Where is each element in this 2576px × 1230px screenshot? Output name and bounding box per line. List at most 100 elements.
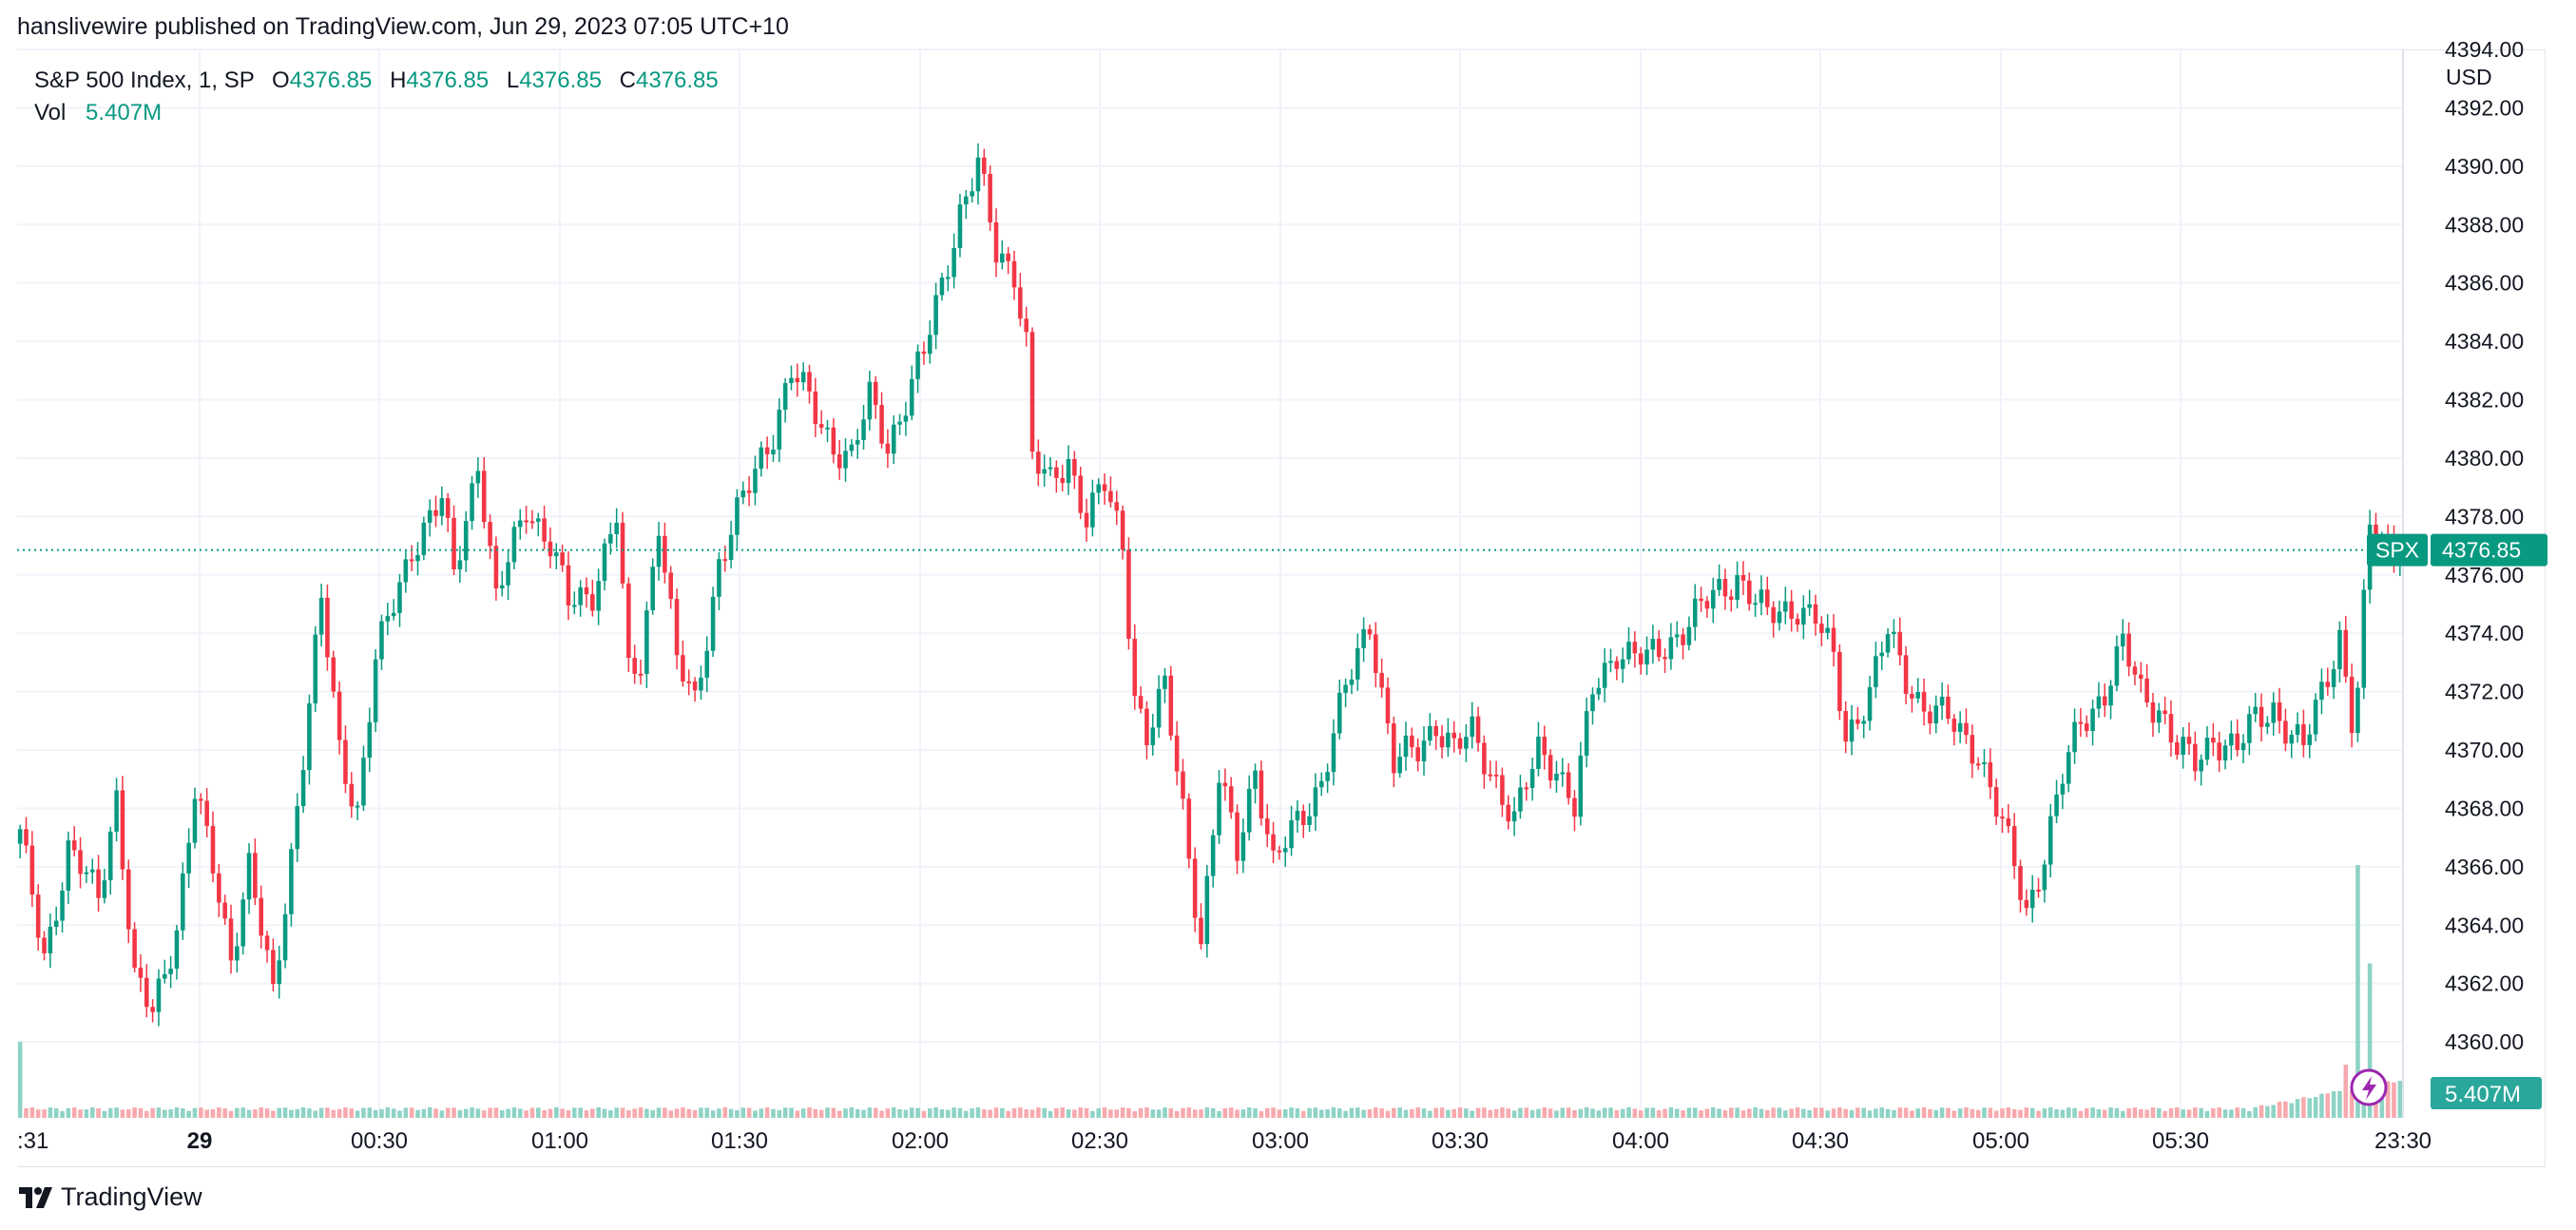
candle-body xyxy=(1102,484,1107,491)
volume-bar xyxy=(2096,1109,2102,1118)
volume-bar xyxy=(439,1110,445,1118)
candle xyxy=(777,397,782,463)
candle-body xyxy=(849,444,855,452)
candle xyxy=(1192,847,1198,932)
volume-bar xyxy=(313,1110,318,1118)
candle-body xyxy=(409,559,414,562)
volume-bar xyxy=(295,1108,300,1118)
candle xyxy=(1867,675,1873,731)
candle-body xyxy=(1392,723,1396,774)
volume-bar xyxy=(300,1107,306,1118)
candle-body xyxy=(1795,618,1800,625)
candle xyxy=(590,579,595,617)
candle xyxy=(535,512,541,537)
volume-bar xyxy=(1300,1110,1306,1118)
volume-bar xyxy=(2319,1093,2324,1118)
candle-body xyxy=(457,560,463,569)
candle xyxy=(1674,621,1680,647)
candle xyxy=(1090,479,1095,537)
lightning-icon[interactable] xyxy=(2350,1068,2388,1106)
currency-label[interactable]: USD xyxy=(2446,65,2492,89)
volume-bar xyxy=(499,1109,505,1118)
legend-symbol[interactable]: S&P 500 Index, 1, SP xyxy=(34,67,255,93)
candle-body xyxy=(975,157,981,192)
volume-bar xyxy=(825,1107,830,1118)
candle xyxy=(1789,589,1794,632)
volume-bar xyxy=(506,1108,510,1118)
candle-body xyxy=(1993,787,1999,817)
time-tick-label: 02:00 xyxy=(892,1128,949,1154)
volume-bar xyxy=(66,1107,71,1118)
candle-body xyxy=(1644,649,1649,665)
candle xyxy=(2150,692,2156,738)
candle-body xyxy=(89,869,95,873)
candle xyxy=(2060,774,2066,810)
legend-volume-label[interactable]: Vol xyxy=(34,100,67,125)
volume-bar xyxy=(2301,1097,2306,1118)
candle xyxy=(1536,721,1541,777)
volume-bar xyxy=(1439,1107,1445,1118)
volume-bar xyxy=(96,1107,101,1118)
candle xyxy=(1336,679,1342,740)
candle-body xyxy=(2181,737,2185,756)
candle xyxy=(2042,859,2047,903)
candle-body xyxy=(295,806,300,850)
volume-bar xyxy=(1879,1107,1885,1118)
candle-body xyxy=(2029,889,2035,909)
candle-body xyxy=(602,543,607,582)
volume-bar xyxy=(1560,1107,1566,1118)
volume-bar xyxy=(114,1107,119,1118)
volume-bar xyxy=(831,1107,836,1118)
candle-body xyxy=(1928,711,1932,724)
candle-body xyxy=(361,758,366,806)
candle-body xyxy=(506,562,510,586)
candle xyxy=(1235,804,1240,874)
candle-body xyxy=(663,535,667,573)
legend-open-value: 4376.85 xyxy=(289,67,373,93)
price-tick-label: 4386.00 xyxy=(2445,271,2524,296)
candle-body xyxy=(885,443,891,454)
candle xyxy=(650,558,655,615)
volume-bar xyxy=(1446,1109,1451,1118)
volume-bar xyxy=(186,1110,191,1118)
candle-body xyxy=(1271,834,1276,851)
symbol-tag xyxy=(2367,533,2428,567)
candle xyxy=(2132,661,2138,686)
candle xyxy=(843,438,848,482)
volume-bar xyxy=(800,1108,806,1118)
volume-bar xyxy=(89,1107,95,1118)
time-tick-label: 05:00 xyxy=(1972,1128,2029,1154)
volume-bar xyxy=(1993,1110,1999,1118)
volume-bar xyxy=(964,1110,969,1118)
candle xyxy=(1374,622,1378,688)
candle-body xyxy=(1964,722,1969,736)
candle xyxy=(1253,763,1258,804)
candle-body xyxy=(843,451,848,469)
volume-bar xyxy=(1048,1110,1053,1118)
volume-bar xyxy=(1542,1107,1548,1118)
candle-body xyxy=(2186,737,2192,744)
volume-bar xyxy=(517,1108,523,1118)
candle-body xyxy=(1024,318,1028,333)
volume-bar xyxy=(253,1108,258,1118)
candle xyxy=(952,233,956,289)
volume-bar xyxy=(2175,1107,2180,1118)
volume-bar xyxy=(156,1107,162,1118)
volume-bar xyxy=(982,1109,987,1118)
candle xyxy=(1614,656,1620,681)
volume-bar xyxy=(2024,1107,2029,1118)
candle xyxy=(2283,708,2288,752)
volume-bar xyxy=(1385,1110,1391,1118)
candle xyxy=(439,486,445,526)
candle-body xyxy=(1536,736,1541,769)
candle-body xyxy=(1439,736,1445,748)
volume-bar xyxy=(957,1107,963,1118)
candle-body xyxy=(1578,755,1584,817)
footer-brand[interactable]: TradingView xyxy=(17,1182,202,1212)
volume-bar xyxy=(2186,1109,2192,1118)
volume-bar xyxy=(1783,1110,1788,1118)
candle xyxy=(1204,864,1210,958)
candle-body xyxy=(204,800,209,826)
volume-bar xyxy=(1681,1110,1685,1118)
